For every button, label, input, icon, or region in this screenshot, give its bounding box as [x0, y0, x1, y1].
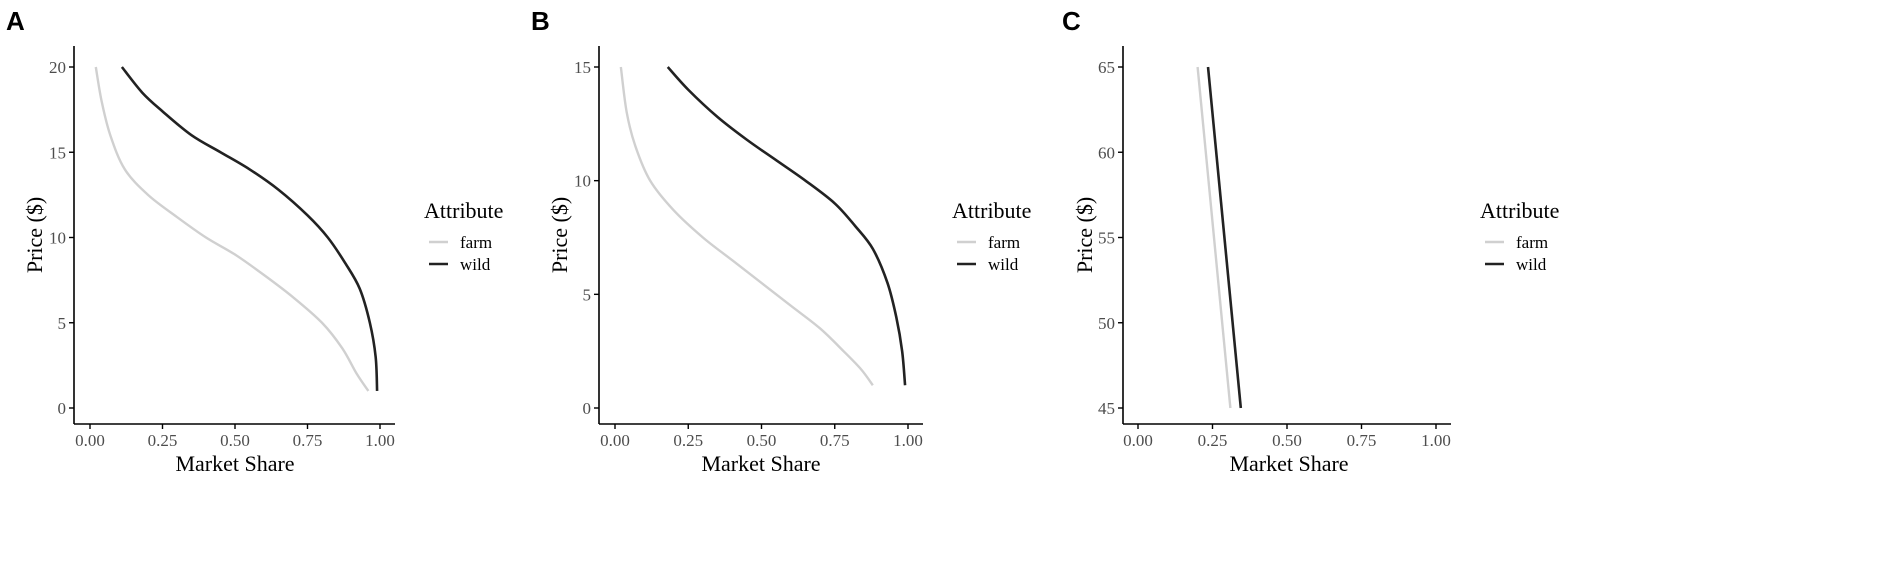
- panel-b-series-wild-line: [666, 66, 907, 386]
- panel-b-legend-label-farm: farm: [988, 233, 1020, 252]
- panel-a-x-tick-label-4: 1.00: [365, 431, 395, 450]
- panel-b-x-tick-label-0: 0.00: [600, 431, 630, 450]
- panel-letter-b: B: [531, 6, 550, 36]
- panel-b-x-tick-label-3: 0.75: [820, 431, 850, 450]
- panel-c-legend-title: Attribute: [1480, 198, 1559, 223]
- panel-a-series-farm-line: [94, 66, 370, 392]
- panel-b: B 0 5 10 15 0.00 0.25 0.50 0.75 1.00 Market Sha…: [531, 6, 1031, 476]
- panel-c-y-tick-label-0: 45: [1098, 399, 1115, 418]
- panel-b-x-axis-title: Market Share: [701, 451, 820, 476]
- panel-a-y-tick-label-1: 5: [58, 314, 67, 333]
- panel-c-y-tick-label-4: 65: [1098, 58, 1115, 77]
- panel-b-y-tick-label-0: 0: [583, 399, 592, 418]
- panel-b-y-ticks: 0 5 10 15: [574, 58, 599, 418]
- panel-a-x-tick-label-1: 0.25: [148, 431, 178, 450]
- panel-c-x-tick-label-3: 0.75: [1347, 431, 1377, 450]
- panel-a-y-tick-label-4: 20: [49, 58, 66, 77]
- panel-a-legend: Attribute farm wild: [424, 198, 503, 274]
- panel-a-y-tick-label-3: 15: [49, 143, 66, 162]
- panel-a-x-tick-label-0: 0.00: [75, 431, 105, 450]
- panel-c-x-tick-label-0: 0.00: [1123, 431, 1153, 450]
- panel-a-legend-label-farm: farm: [460, 233, 492, 252]
- panel-b-legend: Attribute farm wild: [952, 198, 1031, 274]
- panel-a: A 0 5 10 15 20 0.00 0.25 0.50 0.75 1.00 Market S…: [6, 6, 503, 476]
- panel-c-y-ticks: 45 50 55 60 65: [1098, 58, 1123, 418]
- panel-b-series-farm-line: [619, 66, 874, 386]
- panel-c-x-axis-title: Market Share: [1229, 451, 1348, 476]
- panel-c-x-tick-label-2: 0.50: [1272, 431, 1302, 450]
- panel-b-x-ticks: 0.00 0.25 0.50 0.75 1.00: [600, 424, 923, 450]
- panel-a-legend-label-wild: wild: [460, 255, 491, 274]
- panel-a-legend-title: Attribute: [424, 198, 503, 223]
- panel-b-y-tick-label-2: 10: [574, 172, 591, 191]
- panel-c-series: [1196, 66, 1243, 409]
- panel-c-legend-label-wild: wild: [1516, 255, 1547, 274]
- panel-c-x-tick-label-4: 1.00: [1421, 431, 1451, 450]
- panel-a-y-tick-label-2: 10: [49, 229, 66, 248]
- panel-a-series: [94, 66, 379, 392]
- panel-a-y-ticks: 0 5 10 15 20: [49, 58, 74, 418]
- panel-c-x-tick-label-1: 0.25: [1198, 431, 1228, 450]
- panel-a-y-tick-label-0: 0: [58, 399, 67, 418]
- panel-b-x-tick-label-1: 0.25: [673, 431, 703, 450]
- panel-c: C 45 50 55 60 65 0.00 0.25 0.50 0.75 1.00 Market…: [1062, 6, 1559, 476]
- panel-b-y-tick-label-1: 5: [583, 285, 592, 304]
- panel-b-series: [619, 66, 907, 386]
- panel-b-legend-title: Attribute: [952, 198, 1031, 223]
- panel-b-y-axis-title: Price ($): [547, 197, 572, 273]
- panel-c-x-ticks: 0.00 0.25 0.50 0.75 1.00: [1123, 424, 1451, 450]
- panel-a-x-tick-label-2: 0.50: [220, 431, 250, 450]
- panel-b-x-tick-label-2: 0.50: [747, 431, 777, 450]
- panel-c-series-farm-line: [1196, 66, 1232, 409]
- panel-a-x-tick-label-3: 0.75: [293, 431, 323, 450]
- panel-b-x-tick-label-4: 1.00: [893, 431, 923, 450]
- panel-a-x-axis-title: Market Share: [175, 451, 294, 476]
- panel-c-y-tick-label-3: 60: [1098, 143, 1115, 162]
- panel-c-series-wild-line: [1206, 66, 1243, 409]
- panel-c-legend-label-farm: farm: [1516, 233, 1548, 252]
- panel-b-legend-label-wild: wild: [988, 255, 1019, 274]
- panel-a-x-ticks: 0.00 0.25 0.50 0.75 1.00: [75, 424, 395, 450]
- panel-letter-a: A: [6, 6, 25, 36]
- panel-a-series-wild-line: [120, 66, 379, 392]
- panel-c-legend: Attribute farm wild: [1480, 198, 1559, 274]
- panel-c-y-tick-label-2: 55: [1098, 229, 1115, 248]
- panel-b-y-tick-label-3: 15: [574, 58, 591, 77]
- panel-c-y-axis-title: Price ($): [1072, 197, 1097, 273]
- panel-c-y-tick-label-1: 50: [1098, 314, 1115, 333]
- panel-a-y-axis-title: Price ($): [22, 197, 47, 273]
- panel-letter-c: C: [1062, 6, 1081, 36]
